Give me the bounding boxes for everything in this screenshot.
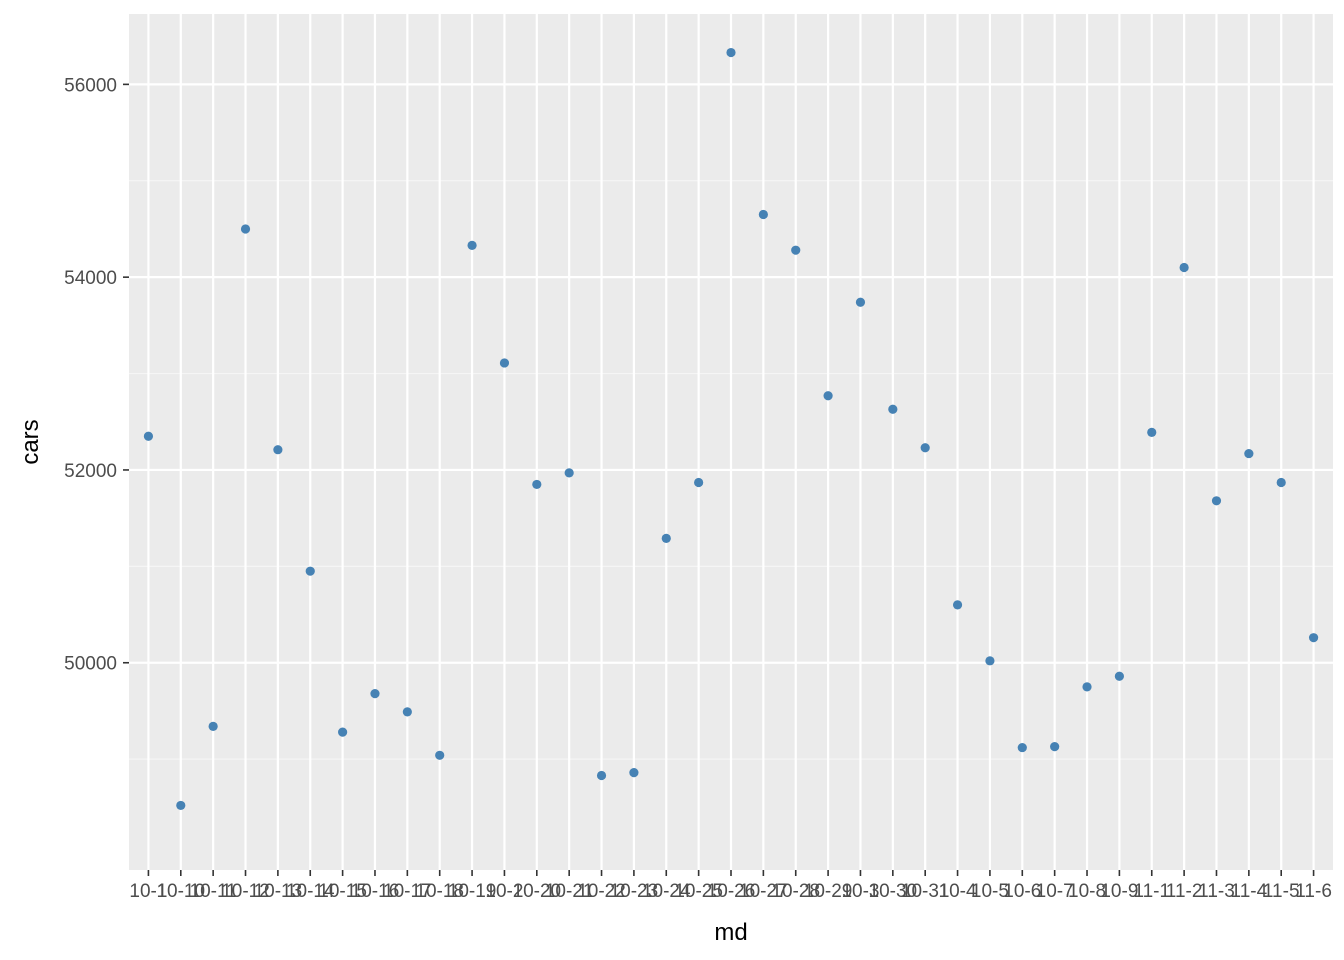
data-point bbox=[467, 240, 477, 250]
data-point bbox=[143, 431, 154, 441]
data-point bbox=[1050, 742, 1060, 752]
x-tick-label: 10-10 bbox=[156, 881, 205, 902]
x-tick-label: 11-1 bbox=[1133, 881, 1170, 902]
data-point bbox=[273, 445, 283, 455]
x-tick-label: 10-23 bbox=[610, 881, 659, 902]
data-point bbox=[1276, 477, 1286, 488]
data-point bbox=[726, 47, 736, 58]
data-point bbox=[855, 297, 866, 307]
data-point bbox=[402, 707, 412, 717]
x-tick-label: 10-1 bbox=[129, 881, 167, 902]
data-points bbox=[143, 47, 1319, 811]
data-point bbox=[370, 688, 380, 699]
x-tick-label: 10-13 bbox=[254, 881, 303, 902]
x-tick-label: 10-11 bbox=[190, 881, 237, 902]
major-gridlines bbox=[129, 14, 1333, 870]
data-point bbox=[791, 245, 801, 255]
x-tick-label: 10-6 bbox=[1003, 881, 1041, 902]
x-tick-label: 10-18 bbox=[415, 881, 464, 902]
x-tick-label: 10-19 bbox=[448, 881, 497, 902]
data-point bbox=[1244, 448, 1254, 459]
y-tick-label: 56000 bbox=[64, 75, 117, 96]
data-point bbox=[920, 443, 930, 453]
x-tick-label: 10-21 bbox=[545, 881, 594, 902]
x-tick-label: 10-17 bbox=[383, 881, 432, 902]
y-tick-label: 54000 bbox=[64, 268, 117, 289]
x-tick-label: 10-9 bbox=[1100, 881, 1138, 902]
data-point bbox=[564, 468, 574, 478]
x-tick-label: 10-4 bbox=[939, 881, 977, 902]
x-tick-label: 10-2 bbox=[485, 881, 523, 902]
y-axis-ticks: 50000 52000 54000 56000 bbox=[64, 75, 129, 675]
data-point bbox=[596, 770, 607, 781]
x-tick-label: 10-30 bbox=[869, 881, 918, 902]
data-point bbox=[1082, 682, 1092, 692]
x-tick-label: 10-16 bbox=[351, 881, 400, 902]
y-axis-title: cars bbox=[17, 419, 44, 464]
x-tick-label: 10-8 bbox=[1068, 881, 1106, 902]
x-tick-label: 10-7 bbox=[1036, 881, 1074, 902]
x-tick-label: 10-12 bbox=[221, 881, 270, 902]
x-tick-label: 10-31 bbox=[901, 881, 950, 902]
y-tick-label: 50000 bbox=[64, 654, 117, 675]
data-point bbox=[208, 721, 218, 731]
data-point bbox=[823, 391, 833, 401]
data-point bbox=[985, 656, 995, 666]
x-axis-ticks: 10-110-1010-1110-1210-1310-1410-1510-161… bbox=[129, 870, 1332, 902]
x-tick-label: 10-3 bbox=[841, 881, 879, 902]
data-point bbox=[1017, 742, 1027, 753]
data-point bbox=[1179, 262, 1189, 273]
y-tick-label: 52000 bbox=[64, 461, 117, 482]
data-point bbox=[1147, 427, 1157, 437]
data-point bbox=[240, 224, 251, 234]
x-tick-label: 10-22 bbox=[577, 881, 626, 902]
x-tick-label: 10-27 bbox=[739, 881, 788, 902]
data-point bbox=[694, 477, 704, 488]
x-tick-label: 10-25 bbox=[674, 881, 723, 902]
data-point bbox=[532, 479, 542, 490]
x-tick-label: 10-20 bbox=[513, 881, 562, 902]
x-tick-label: 11-4 bbox=[1231, 881, 1268, 902]
x-tick-label: 11-2 bbox=[1166, 881, 1203, 902]
x-tick-label: 11-6 bbox=[1295, 881, 1332, 902]
x-tick-label: 10-26 bbox=[707, 881, 756, 902]
data-point bbox=[499, 358, 510, 368]
x-axis-title: md bbox=[714, 919, 747, 946]
data-point bbox=[629, 768, 639, 778]
x-tick-label: 10-14 bbox=[286, 881, 335, 902]
data-point bbox=[1114, 671, 1124, 681]
x-tick-label: 10-15 bbox=[318, 881, 367, 902]
data-point bbox=[1211, 496, 1222, 506]
x-tick-label: 10-5 bbox=[971, 881, 1009, 902]
data-point bbox=[888, 404, 898, 414]
data-point bbox=[758, 209, 768, 220]
x-tick-label: 11-5 bbox=[1263, 881, 1300, 902]
data-point bbox=[338, 727, 348, 737]
data-point bbox=[952, 600, 963, 610]
data-point bbox=[435, 750, 445, 760]
data-point bbox=[176, 800, 186, 811]
x-tick-label: 10-28 bbox=[771, 881, 820, 902]
data-point bbox=[661, 533, 671, 543]
x-tick-label: 10-29 bbox=[804, 881, 853, 902]
data-point bbox=[1308, 633, 1319, 643]
x-tick-label: 11-3 bbox=[1198, 881, 1235, 902]
x-tick-label: 10-24 bbox=[642, 881, 691, 902]
data-point bbox=[305, 566, 315, 576]
